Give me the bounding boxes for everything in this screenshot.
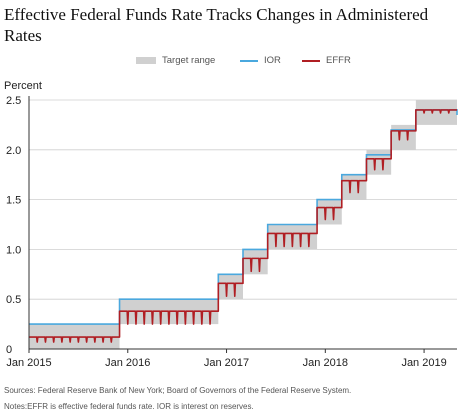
y-tick-label: 0.5 <box>6 294 21 306</box>
target-range-band <box>317 199 342 225</box>
y-tick-label: 2.0 <box>6 145 21 157</box>
legend-item-ior: IOR <box>240 55 281 66</box>
axes <box>28 96 457 353</box>
chart-title: Effective Federal Funds Rate Tracks Chan… <box>4 5 429 45</box>
sources-note: Sources: Federal Reserve Bank of New Yor… <box>4 386 352 395</box>
y-tick-label: 2.5 <box>6 95 21 107</box>
target-range-band <box>218 274 243 300</box>
legend-swatch-effr <box>302 59 320 62</box>
notes-note: Notes:EFFR is effective federal funds ra… <box>4 402 254 411</box>
chart-legend: Target range IOR EFFR <box>136 55 456 71</box>
x-tick-label: Jan 2016 <box>105 357 150 369</box>
target-range-bands <box>29 100 457 349</box>
legend-swatch-target-range <box>136 57 156 64</box>
target-range-band <box>391 124 416 150</box>
legend-label-target-range: Target range <box>162 55 216 66</box>
x-tick-labels: Jan 2015 Jan 2016 Jan 2017 Jan 2018 Jan 2019 <box>6 357 446 369</box>
x-tick-label: Jan 2019 <box>401 357 446 369</box>
effr-line <box>29 109 457 343</box>
x-tick-label: Jan 2017 <box>204 357 249 369</box>
y-tick-labels: 0 0.5 1.0 1.5 2.0 2.5 <box>6 95 21 356</box>
legend-swatch-ior <box>240 59 258 62</box>
legend-label-effr: EFFR <box>326 55 351 66</box>
x-tick-label: Jan 2015 <box>6 357 51 369</box>
target-range-band <box>415 100 457 125</box>
y-tick-label: 1.5 <box>6 195 21 207</box>
y-axis-label: Percent <box>4 80 42 92</box>
y-tick-label: 1.0 <box>6 244 21 256</box>
legend-label-ior: IOR <box>264 55 281 66</box>
x-tick-label: Jan 2018 <box>303 357 348 369</box>
target-range-band <box>341 174 367 200</box>
effr-series <box>29 109 457 343</box>
y-tick-label: 0 <box>6 344 12 356</box>
legend-item-effr: EFFR <box>302 55 351 66</box>
target-range-band <box>243 249 268 275</box>
target-range-band <box>366 149 392 175</box>
legend-item-target-range: Target range <box>136 55 215 66</box>
